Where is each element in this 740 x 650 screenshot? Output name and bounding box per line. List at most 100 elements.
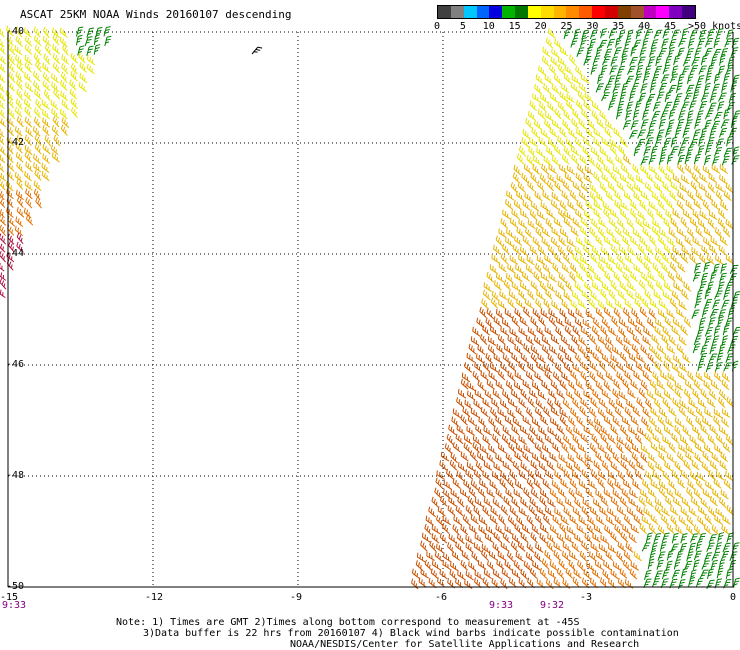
wind-barb	[640, 190, 650, 201]
wind-barb	[632, 334, 641, 345]
wind-barb	[514, 235, 523, 246]
wind-barb	[661, 506, 670, 517]
wind-barb	[527, 396, 536, 408]
wind-barb	[638, 92, 647, 103]
wind-barb	[449, 569, 458, 580]
wind-barb	[488, 371, 497, 382]
wind-barb	[556, 567, 565, 579]
wind-barb	[575, 489, 585, 499]
wind-barb	[565, 424, 574, 436]
wind-barb	[564, 210, 573, 221]
wind-barb	[457, 388, 467, 399]
wind-barb	[78, 52, 86, 64]
wind-barb	[536, 147, 545, 158]
wind-barb	[541, 237, 550, 248]
wind-barb	[24, 170, 32, 182]
wind-barb	[511, 533, 520, 544]
wind-barb	[41, 99, 50, 110]
wind-barb	[535, 469, 544, 480]
wind-barb	[86, 27, 95, 38]
wind-barb	[598, 255, 608, 265]
wind-barb	[51, 81, 60, 92]
wind-barb	[575, 208, 584, 220]
wind-barb	[553, 74, 562, 85]
wind-barb	[677, 262, 686, 273]
scale-swatch	[476, 6, 490, 18]
wind-barb	[589, 29, 598, 40]
wind-barb	[545, 288, 553, 300]
wind-barb	[634, 73, 643, 84]
wind-barb	[575, 379, 584, 390]
wind-barb	[635, 65, 644, 76]
wind-barb	[689, 65, 699, 75]
wind-barb	[574, 497, 582, 509]
wind-barb	[709, 460, 718, 471]
wind-barb	[597, 261, 606, 273]
scale-swatch	[553, 6, 567, 18]
wind-barb	[448, 496, 457, 507]
wind-barb	[612, 416, 621, 427]
wind-barb	[33, 26, 41, 38]
wind-barb	[658, 270, 666, 282]
wind-barb	[520, 532, 529, 543]
wind-barb	[7, 80, 16, 92]
wind-barb	[561, 371, 570, 382]
scale-swatch	[438, 6, 451, 18]
wind-barb	[527, 577, 535, 589]
wind-barb	[550, 417, 559, 427]
wind-barb	[655, 425, 664, 436]
wind-barb	[495, 415, 504, 426]
wind-barb	[545, 111, 554, 122]
wind-barb	[14, 225, 23, 236]
wind-barb	[481, 543, 491, 554]
wind-barb	[538, 461, 547, 472]
wind-barb	[692, 559, 700, 571]
wind-barb	[574, 388, 582, 400]
wind-barb	[541, 380, 550, 391]
wind-barb	[531, 524, 540, 535]
wind-barb	[560, 515, 569, 526]
wind-barb	[24, 106, 32, 118]
wind-barb	[583, 425, 593, 436]
wind-barb	[563, 109, 571, 121]
wind-barb	[659, 407, 668, 418]
wind-barb	[719, 127, 728, 138]
wind-barb	[547, 426, 556, 437]
wind-barb	[687, 37, 695, 49]
wind-barb	[589, 361, 598, 372]
wind-barb	[502, 209, 511, 220]
wind-barb	[587, 515, 596, 526]
wind-barb	[678, 300, 687, 311]
wind-barb	[654, 504, 662, 516]
wind-barb	[24, 72, 33, 83]
wind-barb	[666, 523, 675, 534]
wind-barb	[456, 397, 465, 408]
wind-barb	[541, 344, 550, 356]
wind-barb	[658, 524, 666, 536]
wind-barb	[636, 397, 644, 409]
wind-barb	[681, 497, 691, 508]
wind-barb	[0, 270, 7, 281]
wind-barb	[639, 236, 648, 247]
lon-tick-label: -9	[290, 592, 303, 603]
wind-barb	[622, 559, 631, 571]
wind-barb	[608, 543, 617, 554]
wind-barb	[668, 406, 677, 417]
wind-barb	[15, 151, 24, 163]
wind-barb	[470, 479, 479, 491]
lon-tick-label: -3	[580, 592, 593, 603]
wind-barb	[542, 478, 551, 490]
wind-barb	[609, 138, 619, 149]
wind-barb	[474, 361, 483, 373]
wind-barb	[657, 343, 666, 355]
wind-barb	[704, 513, 713, 525]
wind-barb	[531, 381, 541, 392]
wind-barb	[554, 398, 563, 410]
wind-barb	[671, 432, 680, 444]
wind-barb	[586, 46, 594, 57]
wind-barb	[8, 71, 16, 83]
wind-barb	[676, 308, 685, 318]
wind-barb	[585, 345, 595, 356]
wind-barb	[613, 47, 622, 57]
wind-barb	[641, 542, 651, 552]
